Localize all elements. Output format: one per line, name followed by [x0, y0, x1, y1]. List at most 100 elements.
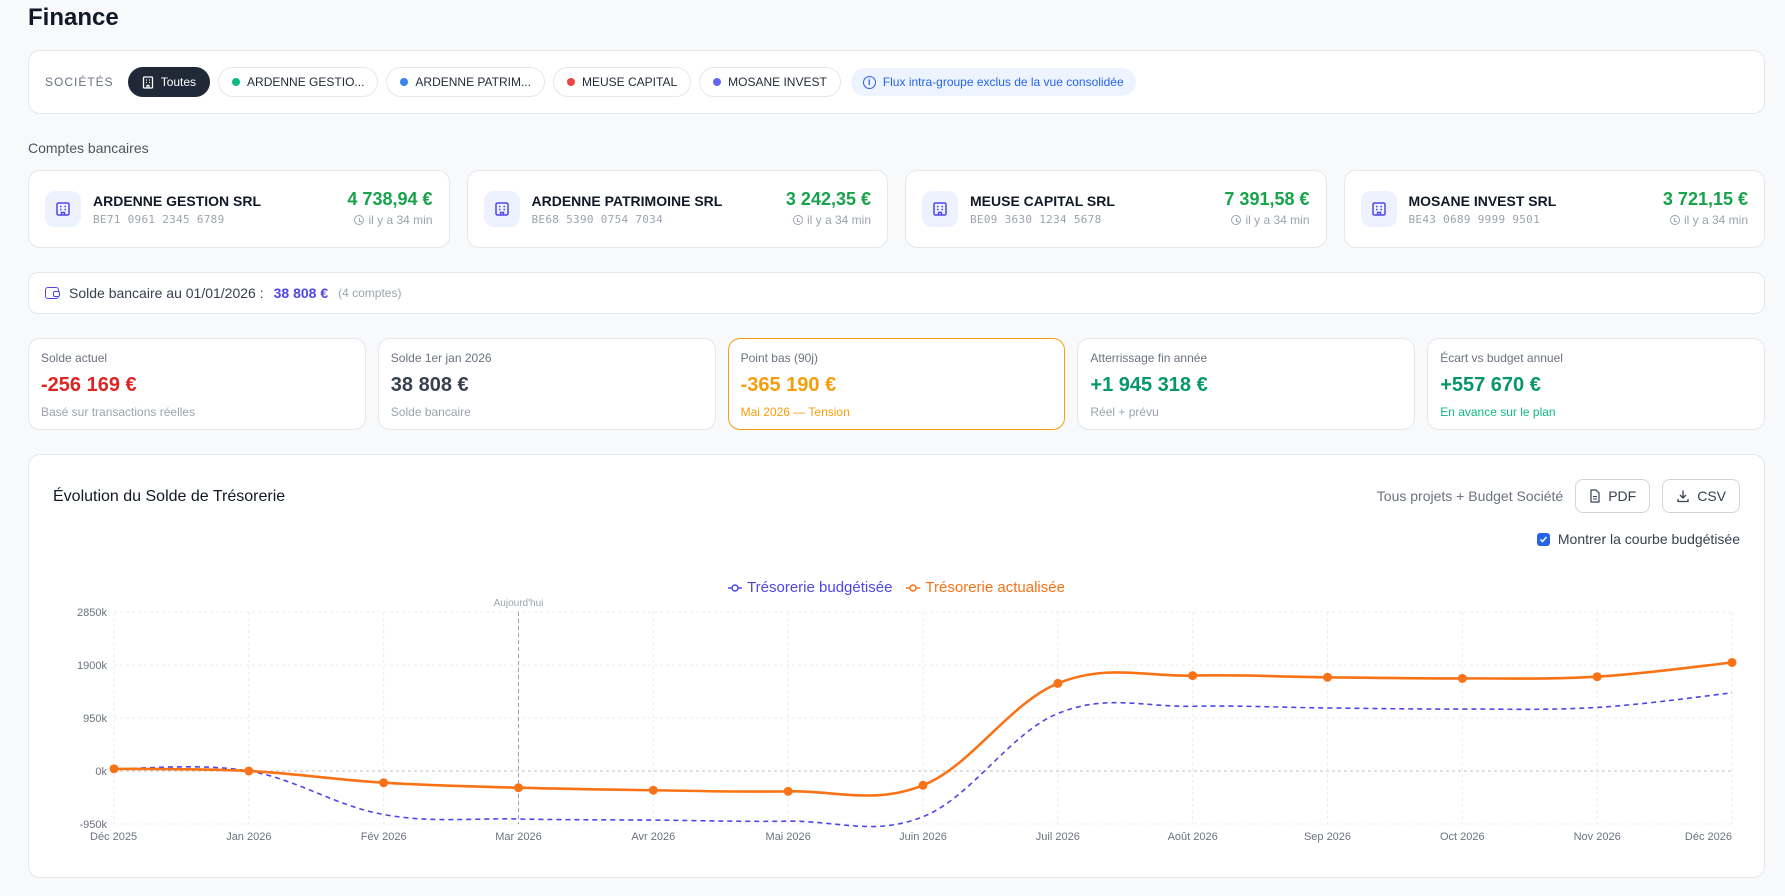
clock-icon — [1669, 215, 1680, 225]
account-updated: il y a 34 min — [368, 213, 433, 227]
x-tick-label: Avr 2026 — [631, 831, 675, 843]
intragroup-info-badge: i Flux intra-groupe exclus de la vue con… — [850, 68, 1136, 96]
kpi-opening-balance: Solde 1er jan 2026 38 808 € Solde bancai… — [377, 338, 716, 430]
account-updated: il y a 34 min — [1683, 213, 1748, 227]
kpi-year-end-landing: Atterrissage fin année +1 945 318 € Réel… — [1077, 338, 1416, 430]
actual-series-point — [918, 780, 928, 790]
account-card[interactable]: MEUSE CAPITAL SRL BE09 3630 1234 5678 7 … — [905, 170, 1327, 248]
actual-series-point — [109, 764, 119, 774]
x-tick-label: Jan 2026 — [226, 831, 271, 843]
account-iban: BE09 3630 1234 5678 — [970, 212, 1102, 226]
wallet-icon — [45, 287, 60, 299]
kpi-label: Point bas (90j) — [740, 351, 818, 365]
info-text: Flux intra-groupe exclus de la vue conso… — [882, 75, 1124, 89]
company-color-dot — [400, 78, 409, 86]
chip-meuse-capital[interactable]: MEUSE CAPITAL — [552, 67, 692, 97]
account-card[interactable]: ARDENNE GESTION SRL BE71 0961 2345 6789 … — [28, 170, 450, 248]
account-balance: 4 738,94 € — [347, 189, 433, 209]
check-icon — [1539, 536, 1547, 543]
filter-label: SOCIÉTÉS — [45, 75, 114, 89]
building-icon — [142, 75, 153, 89]
bank-building-icon — [45, 191, 81, 227]
x-tick-label: Fév 2026 — [361, 831, 407, 843]
x-tick-label: Mai 2026 — [766, 831, 811, 843]
page-title: Finance — [28, 4, 119, 31]
y-tick-label: -950k — [79, 819, 107, 831]
chip-label: MEUSE CAPITAL — [581, 75, 678, 89]
bank-accounts-list: ARDENNE GESTION SRL BE71 0961 2345 6789 … — [28, 170, 1765, 248]
kpi-subtext: Basé sur transactions réelles — [41, 405, 196, 419]
actual-series-point — [1592, 672, 1602, 682]
clock-icon — [354, 215, 365, 225]
legend-label: Trésorerie actualisée — [925, 579, 1065, 596]
company-color-dot — [566, 78, 575, 86]
company-color-dot — [232, 78, 241, 86]
x-tick-label: Déc 2025 — [90, 831, 137, 843]
actual-series-point — [244, 766, 254, 776]
y-tick-label: 1900k — [77, 660, 107, 672]
chip-ardenne-patrimoine[interactable]: ARDENNE PATRIM... — [386, 67, 545, 97]
info-icon: i — [862, 75, 876, 89]
treasury-chart-card: 2850k 1900k 950k 0k -950k Déc 2025 Jan 2026 Fév… — [28, 454, 1765, 878]
export-pdf-button[interactable]: PDF — [1575, 479, 1651, 513]
kpi-label: Écart vs budget annuel — [1440, 351, 1563, 365]
bank-balance-label: Solde bancaire au 01/01/2026 : — [69, 285, 264, 301]
clock-icon — [1231, 215, 1242, 225]
x-tick-label: Mar 2026 — [495, 831, 541, 843]
bank-building-icon — [1360, 191, 1397, 227]
budget-curve-toggle[interactable]: Montrer la courbe budgétisée — [1536, 531, 1740, 547]
x-tick-label: Juil 2026 — [1036, 831, 1080, 843]
bank-building-icon — [922, 191, 958, 227]
bank-accounts-heading: Comptes bancaires — [28, 140, 149, 156]
y-tick-label: 2850k — [77, 607, 107, 619]
chip-label: ARDENNE GESTIO... — [247, 75, 365, 89]
export-csv-label: CSV — [1697, 488, 1726, 504]
account-balance: 3 721,15 € — [1662, 189, 1748, 209]
account-card[interactable]: MOSANE INVEST SRL BE43 0689 9999 9501 3 … — [1343, 170, 1765, 248]
chart-title: Évolution du Solde de Trésorerie — [53, 488, 286, 505]
actual-series-point — [1323, 672, 1332, 682]
x-tick-label: Oct 2026 — [1440, 831, 1485, 843]
chip-label: ARDENNE PATRIM... — [415, 75, 531, 89]
x-tick-label: Août 2026 — [1168, 831, 1218, 843]
kpi-label: Solde actuel — [41, 351, 108, 365]
account-balance: 3 242,35 € — [785, 189, 871, 209]
legend-item-budget[interactable]: Trésorerie budgétisée — [728, 579, 892, 596]
chip-all-companies[interactable]: Toutes — [127, 67, 211, 97]
kpi-subtext: En avance sur le plan — [1440, 405, 1556, 419]
budget-curve-checkbox[interactable] — [1536, 532, 1550, 546]
account-name: ARDENNE PATRIMOINE SRL — [531, 192, 723, 209]
kpi-subtext: Réel + prévu — [1090, 405, 1159, 419]
today-marker-label: Aujourd'hui — [494, 598, 544, 609]
account-iban: BE71 0961 2345 6789 — [93, 212, 225, 226]
kpi-low-point: Point bas (90j) -365 190 € Mai 2026 — Te… — [727, 338, 1066, 430]
account-iban: BE68 5390 0754 7034 — [531, 212, 664, 226]
chip-mosane-invest[interactable]: MOSANE INVEST — [699, 67, 841, 97]
account-updated: il y a 34 min — [1245, 213, 1310, 227]
y-tick-label: 950k — [83, 713, 107, 725]
legend-item-actual[interactable]: Trésorerie actualisée — [906, 579, 1065, 596]
kpi-label: Solde 1er jan 2026 — [390, 351, 492, 365]
actual-series-point — [648, 785, 658, 795]
chart-scope-text: Tous projets + Budget Société — [1376, 488, 1564, 504]
kpi-value: +1 945 318 € — [1090, 374, 1208, 396]
y-tick-label: 0k — [95, 766, 107, 778]
chip-label: MOSANE INVEST — [728, 75, 827, 89]
actual-series-point — [1457, 673, 1467, 683]
clock-icon — [792, 215, 803, 225]
account-card[interactable]: ARDENNE PATRIMOINE SRL BE68 5390 0754 70… — [466, 170, 888, 248]
legend-label: Trésorerie budgétisée — [747, 579, 893, 596]
actual-series-point — [1053, 678, 1063, 688]
chart-legend: Trésorerie budgétisée Trésorerie actuali… — [29, 579, 1764, 596]
budget-curve-label: Montrer la courbe budgétisée — [1557, 531, 1740, 547]
chip-label: Toutes — [160, 75, 197, 89]
kpi-value: -256 169 € — [41, 374, 137, 396]
export-csv-button[interactable]: CSV — [1662, 479, 1740, 513]
account-updated: il y a 34 min — [806, 213, 871, 227]
download-icon — [1677, 490, 1689, 503]
chip-ardenne-gestion[interactable]: ARDENNE GESTIO... — [218, 67, 379, 97]
export-pdf-label: PDF — [1608, 488, 1637, 504]
kpi-current-balance: Solde actuel -256 169 € Basé sur transac… — [28, 338, 366, 430]
kpi-subtext: Mai 2026 — Tension — [740, 405, 850, 419]
